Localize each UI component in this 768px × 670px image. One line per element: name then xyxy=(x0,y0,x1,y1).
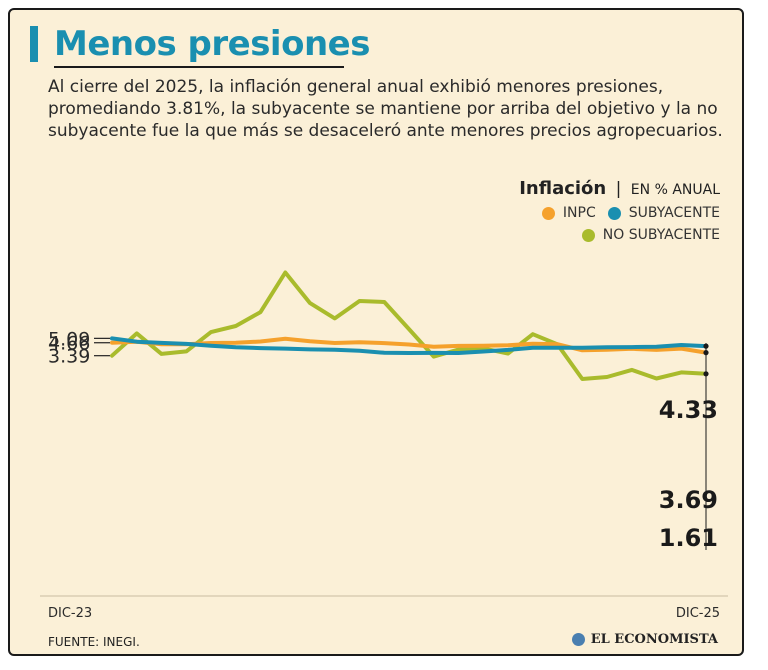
end-value-label: 4.33 xyxy=(659,396,718,424)
source-note: FUENTE: INEGI. xyxy=(48,635,140,649)
y-tick-label: 5.09 xyxy=(48,328,90,350)
end-value-label: 3.69 xyxy=(659,486,718,514)
x-tick-label-end: DIC-25 xyxy=(676,606,720,621)
y-tick-label: 4.66 xyxy=(48,333,90,355)
legend: Inflación | EN % ANUAL INPC SUBYACENTE N… xyxy=(519,178,720,243)
end-value-label: 1.61 xyxy=(659,524,718,552)
legend-unit: EN % ANUAL xyxy=(630,182,720,198)
legend-title: Inflación xyxy=(519,178,607,199)
legend-item-inpc: INPC xyxy=(541,205,596,221)
title-underline xyxy=(54,66,344,68)
subtitle: Al cierre del 2025, la inflación general… xyxy=(48,77,723,141)
end-point-dot xyxy=(703,350,709,356)
legend-header: Inflación | EN % ANUAL xyxy=(519,178,720,199)
brand-name: EL ECONOMISTA xyxy=(590,632,718,647)
brand-logo: EL ECONOMISTA xyxy=(571,632,718,647)
legend-separator: | xyxy=(615,179,622,199)
legend-item-no-subyacente: NO SUBYACENTE xyxy=(581,227,720,243)
legend-dot-icon xyxy=(541,206,555,220)
series-line-subyacente xyxy=(110,336,708,355)
series-line-no-subyacente xyxy=(110,270,708,381)
brand-globe-icon xyxy=(571,633,585,646)
legend-dot-icon xyxy=(581,228,595,242)
legend-label: INPC xyxy=(562,205,596,221)
x-tick-label-start: DIC-23 xyxy=(48,606,92,621)
series-line-inpc xyxy=(110,336,708,355)
legend-dot-icon xyxy=(607,206,621,220)
page-title: Menos presiones xyxy=(54,24,370,64)
title-accent-bar xyxy=(30,26,38,62)
legend-label: SUBYACENTE xyxy=(628,205,720,221)
infographic-frame: Menos presiones Al cierre del 2025, la i… xyxy=(8,8,744,656)
legend-label: NO SUBYACENTE xyxy=(602,227,720,243)
legend-item-subyacente: SUBYACENTE xyxy=(607,205,720,221)
legend-row-1: INPC SUBYACENTE xyxy=(519,205,720,221)
legend-row-2: NO SUBYACENTE xyxy=(519,227,720,243)
y-tick-label: 3.39 xyxy=(48,346,90,368)
